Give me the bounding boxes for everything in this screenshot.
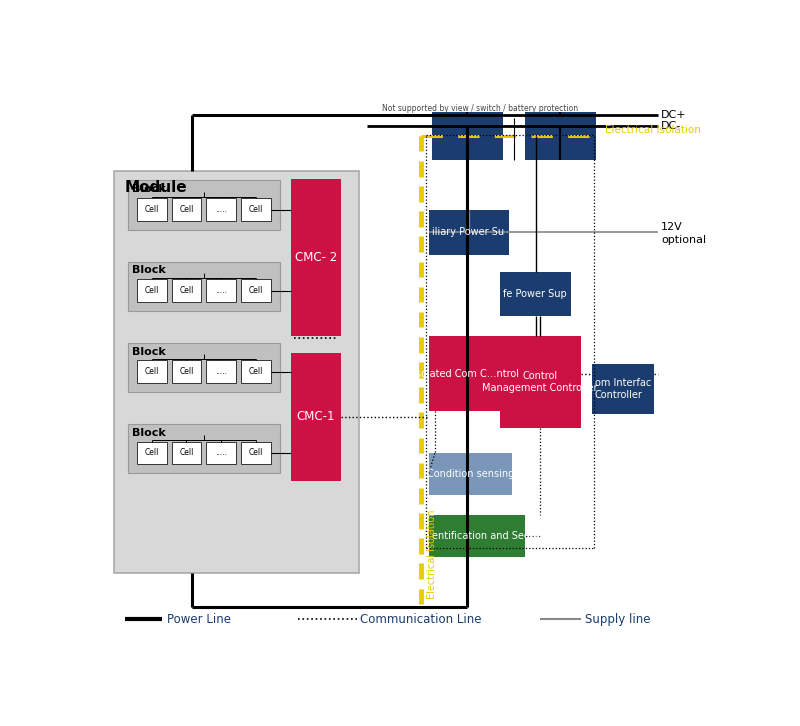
Bar bbox=[128, 181, 280, 229]
Text: Cell: Cell bbox=[249, 448, 263, 457]
Text: Control
Management Controller: Control Management Controller bbox=[482, 371, 598, 393]
Bar bbox=[291, 353, 341, 481]
Bar bbox=[592, 364, 654, 414]
Bar bbox=[291, 179, 341, 336]
Bar bbox=[137, 361, 166, 383]
Bar bbox=[241, 441, 271, 464]
Text: fe Power Sup: fe Power Sup bbox=[503, 289, 566, 299]
Text: Cell: Cell bbox=[179, 367, 194, 376]
Bar bbox=[206, 361, 236, 383]
Text: Cell: Cell bbox=[179, 448, 194, 457]
Bar bbox=[241, 198, 271, 221]
Text: Cell: Cell bbox=[249, 367, 263, 376]
Text: Cell: Cell bbox=[145, 367, 159, 376]
Bar bbox=[525, 113, 596, 160]
Text: Cell: Cell bbox=[145, 286, 159, 295]
Text: .....: ..... bbox=[215, 205, 227, 214]
Bar bbox=[172, 280, 202, 302]
Bar bbox=[137, 441, 166, 464]
Text: Electrical Isolation: Electrical Isolation bbox=[427, 509, 438, 599]
Text: .....: ..... bbox=[215, 367, 227, 376]
Text: Block: Block bbox=[132, 266, 166, 275]
Bar bbox=[241, 361, 271, 383]
Bar bbox=[128, 261, 280, 311]
Text: CMC-1: CMC-1 bbox=[297, 410, 335, 423]
Bar bbox=[128, 343, 280, 392]
Bar bbox=[114, 171, 358, 574]
Bar bbox=[500, 336, 581, 428]
Bar bbox=[172, 361, 202, 383]
Text: Block: Block bbox=[132, 428, 166, 438]
Text: Block: Block bbox=[132, 184, 166, 195]
Text: optional: optional bbox=[661, 234, 706, 245]
Bar bbox=[429, 210, 510, 255]
Bar bbox=[206, 280, 236, 302]
Text: Cell: Cell bbox=[179, 205, 194, 214]
Bar bbox=[429, 453, 512, 495]
Text: Cell: Cell bbox=[249, 286, 263, 295]
Bar bbox=[172, 198, 202, 221]
Bar bbox=[429, 515, 525, 557]
Text: Block: Block bbox=[132, 346, 166, 356]
Bar bbox=[128, 424, 280, 473]
Text: DC+: DC+ bbox=[661, 110, 686, 120]
Text: Communication Line: Communication Line bbox=[360, 613, 482, 626]
Text: entification and Securi: entification and Securi bbox=[432, 531, 542, 541]
Bar bbox=[137, 198, 166, 221]
Bar bbox=[137, 280, 166, 302]
Bar bbox=[500, 272, 571, 317]
Text: Cell: Cell bbox=[145, 205, 159, 214]
Bar bbox=[432, 113, 503, 160]
Text: Electrical Isolation: Electrical Isolation bbox=[606, 125, 701, 135]
Text: om Interfac
Controller: om Interfac Controller bbox=[594, 378, 651, 400]
Bar bbox=[241, 280, 271, 302]
Text: 12V: 12V bbox=[661, 222, 683, 232]
Text: Cell: Cell bbox=[249, 205, 263, 214]
Text: Isolated Com C…ntrol: Isolated Com C…ntrol bbox=[413, 369, 519, 379]
Text: DC-: DC- bbox=[661, 121, 682, 131]
Text: Cell: Cell bbox=[179, 286, 194, 295]
Text: CMC- 2: CMC- 2 bbox=[294, 251, 337, 264]
Bar bbox=[206, 198, 236, 221]
Text: iliary Power Su: iliary Power Su bbox=[432, 227, 504, 237]
Text: Not supported by view / switch / battery protection: Not supported by view / switch / battery… bbox=[382, 104, 578, 113]
Bar bbox=[429, 336, 503, 412]
Text: Module: Module bbox=[125, 180, 187, 195]
Text: Cell: Cell bbox=[145, 448, 159, 457]
Text: .....: ..... bbox=[215, 448, 227, 457]
Text: Supply line: Supply line bbox=[585, 613, 650, 626]
Text: Condition sensing: Condition sensing bbox=[427, 469, 514, 479]
Text: Power Line: Power Line bbox=[167, 613, 231, 626]
Text: .....: ..... bbox=[215, 286, 227, 295]
Bar bbox=[206, 441, 236, 464]
Bar bbox=[172, 441, 202, 464]
